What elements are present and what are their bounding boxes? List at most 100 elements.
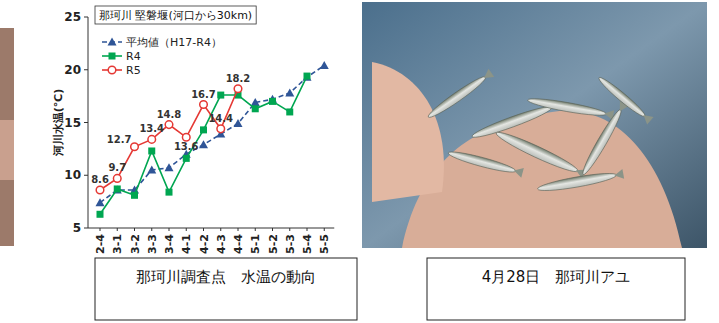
x-tick [151,228,152,231]
x-tick [255,228,256,231]
marker [269,98,276,105]
y-tick [84,122,88,123]
x-tick-label: 5-5 [318,234,331,254]
marker [199,140,208,148]
series-line [100,89,238,190]
photo-fish [447,148,524,178]
marker [148,147,155,154]
marker [285,88,294,96]
photo-background [362,2,707,248]
photo-fish [596,74,654,125]
y-tick [84,175,88,176]
y-tick [84,17,88,18]
y-tick [84,228,88,229]
marker [131,143,139,151]
marker [109,53,116,60]
y-tick-label: 20 [64,63,81,77]
photo-thumb [372,62,444,202]
x-tick-label: 5-3 [284,234,297,254]
marker [200,101,208,109]
marker [183,155,190,162]
data-labels: 8.69.712.713.414.813.616.714.418.2 [91,73,250,185]
marker [303,73,312,81]
left-photo [0,28,14,246]
data-label: 13.6 [174,141,199,152]
x-tick-label: 4-2 [198,234,211,254]
photo-fish [537,169,624,194]
x-tick-label: 5-4 [301,234,314,254]
marker [97,211,104,218]
x-tick [307,228,308,231]
x-tick-label: 4-3 [215,234,228,254]
y-tick [84,69,88,70]
x-tick-label: 4-1 [180,234,193,254]
x-tick-label: 5-2 [267,234,280,254]
title-frame [95,6,256,24]
x-tick-label: 3-1 [111,234,124,254]
x-tick [220,228,221,231]
y-tick-label: 25 [64,10,81,24]
x-tick [238,228,239,231]
series-line [100,66,324,203]
marker [114,185,121,192]
photo-fish [425,69,494,121]
marker [182,133,190,141]
marker [320,61,329,69]
legend: 平均値（H17-R4）R4R5 [102,36,222,77]
x-tick-label: 3-2 [129,234,142,254]
x-tick [203,228,204,231]
fish-photo [362,2,707,248]
photo-fish [527,95,614,120]
marker [234,119,243,127]
marker [234,85,242,93]
data-label: 13.4 [139,123,164,134]
x-tick-label: 3-4 [163,234,176,254]
x-tick [324,228,325,231]
marker [96,186,104,194]
plot-area [96,61,329,218]
marker [131,192,138,199]
y-tick-label: 15 [64,116,81,130]
x-tick-label: 3-3 [146,234,159,254]
data-label: 14.8 [157,109,182,120]
photo-fish [579,101,629,177]
y-tick-label: 10 [64,168,81,182]
data-label: 18.2 [226,73,251,84]
marker [108,38,117,46]
marker [165,163,174,171]
marker [252,105,259,112]
legend-label: 平均値（H17-R4） [126,36,222,49]
photo-edge-hand [0,120,14,180]
x-axis [88,228,334,229]
x-tick [100,228,101,231]
marker [200,126,207,133]
marker [304,73,311,80]
marker [108,66,116,74]
x-tick-label: 4-4 [232,234,245,254]
data-label: 16.7 [191,89,216,100]
series-line [100,76,307,214]
caption-box [95,258,357,320]
x-tick-label: 5-1 [249,234,262,254]
x-tick [289,228,290,231]
x-tick [272,228,273,231]
marker [113,186,122,194]
figure: 5101520252-43-13-23-33-44-14-24-34-45-15… [0,0,719,323]
y-axis-title: 河川水温(℃) [52,89,65,157]
data-label: 8.6 [91,174,109,185]
marker [286,108,293,115]
x-tick [117,228,118,231]
photo-hand [402,111,682,248]
chart-title: 那珂川 堅磐堰(河口から30km) [99,9,252,22]
caption: 4月28日 那珂川アユ [427,258,685,320]
marker [251,98,260,106]
data-label: 14.4 [208,113,233,124]
marker [96,198,105,206]
x-tick [186,228,187,231]
marker [147,165,156,173]
marker [148,136,156,144]
caption: 那珂川調査点 水温の動向 [95,258,357,320]
chart: 5101520252-43-13-23-33-44-14-24-34-45-15… [52,6,334,254]
x-tick [169,228,170,231]
legend-label: R5 [126,64,141,77]
